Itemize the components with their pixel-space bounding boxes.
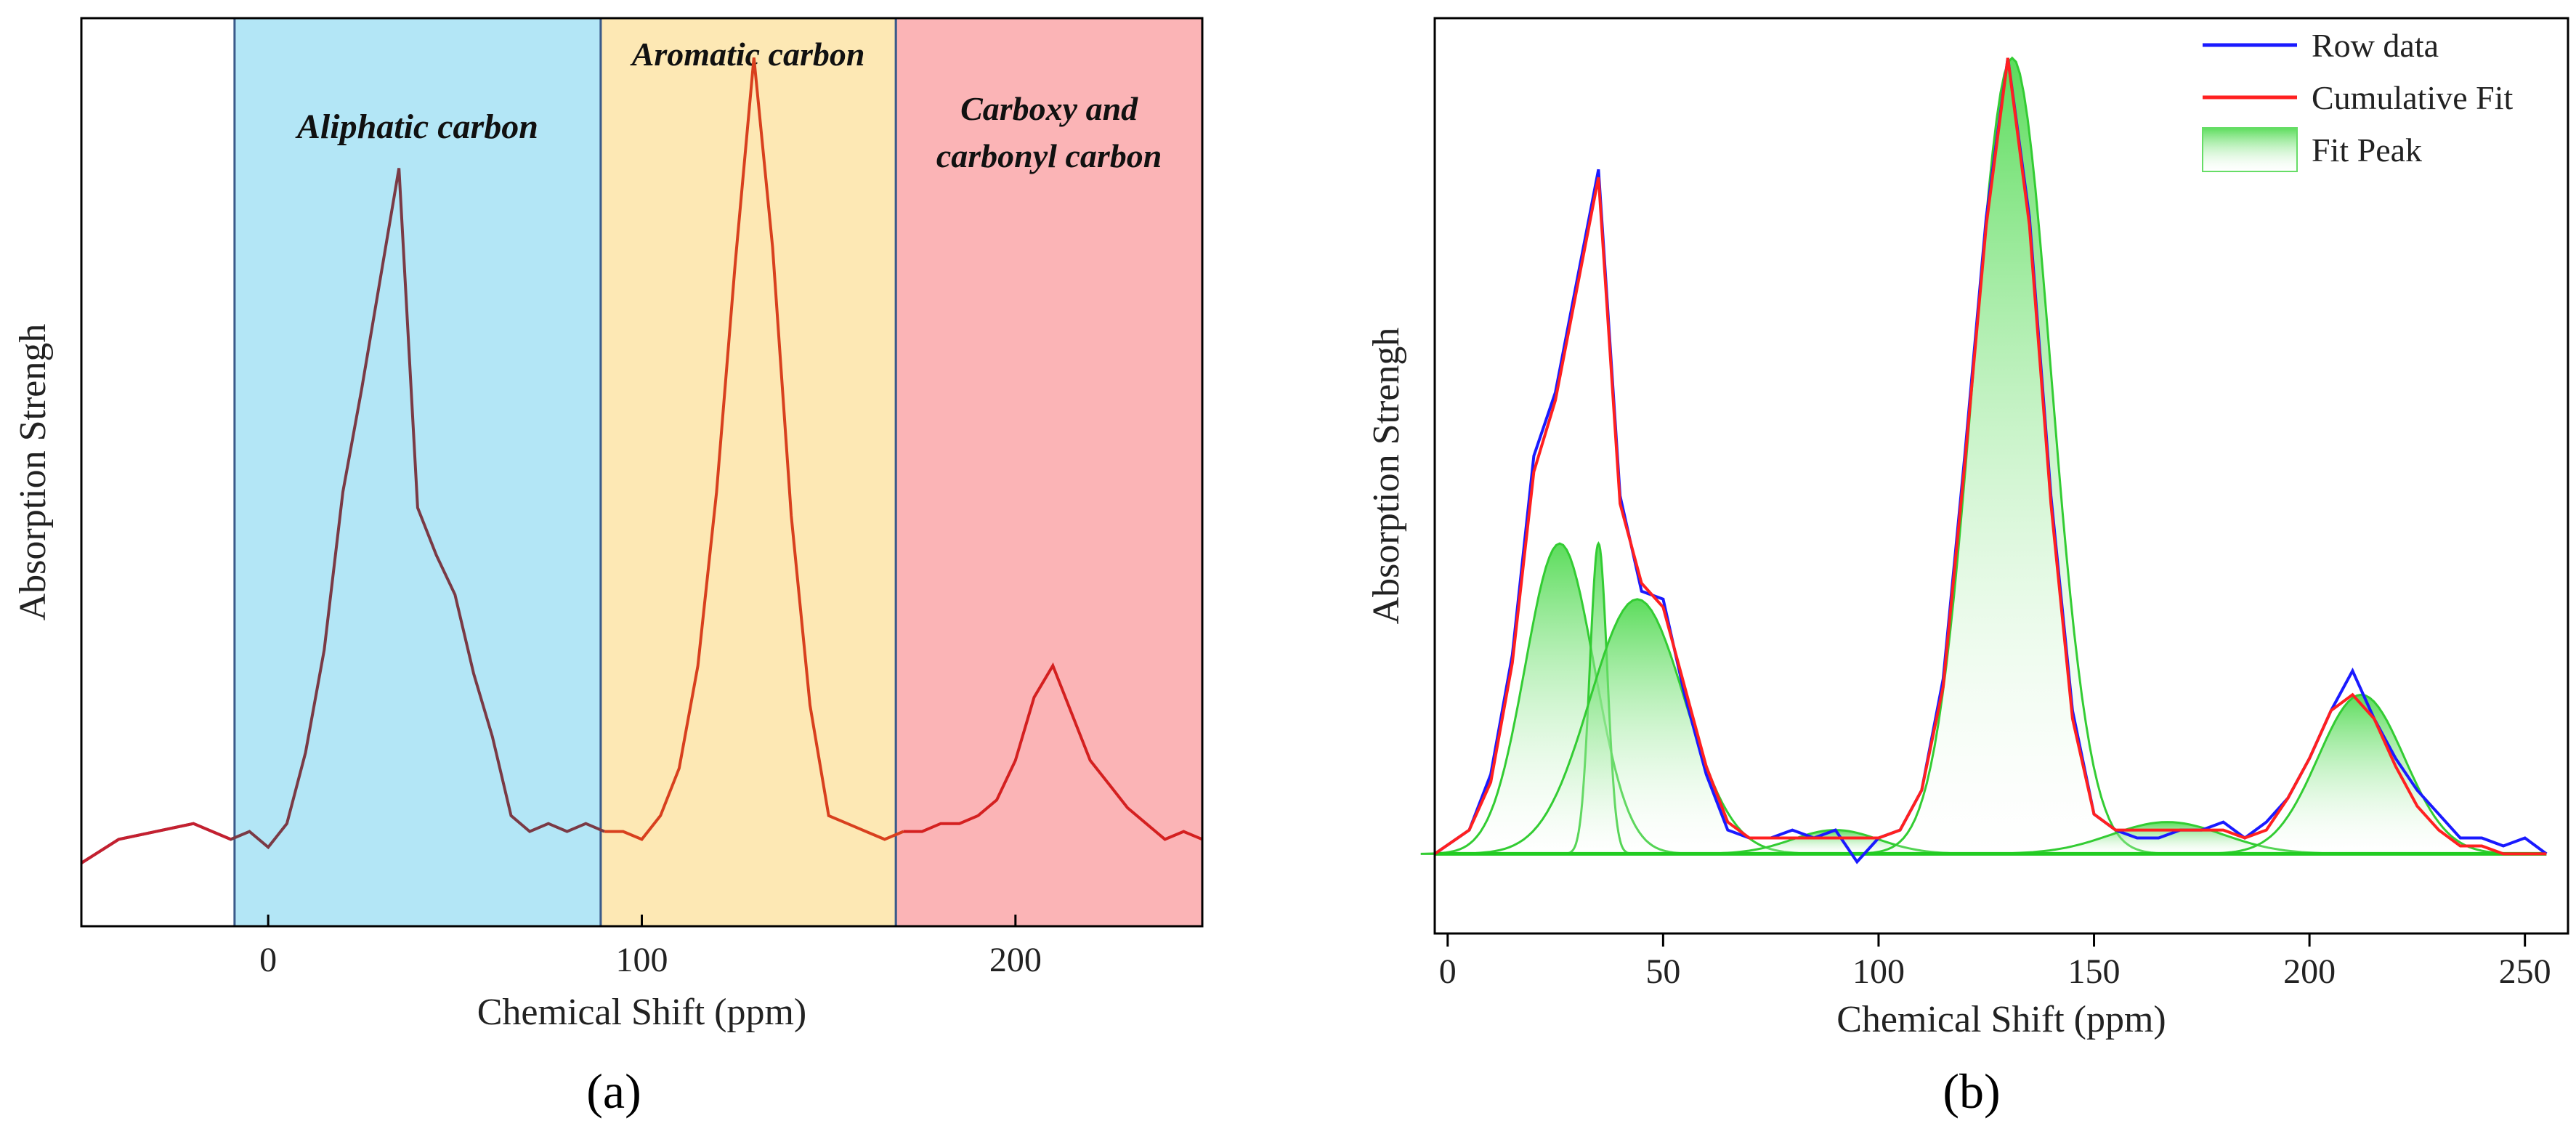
- legend-label-1: Row data: [2312, 27, 2439, 64]
- x-axis-label-a: Chemical Shift (ppm): [477, 992, 806, 1033]
- region-3-label: carbonyl carbon: [936, 137, 1162, 174]
- spectrum-line-aromatic: [604, 57, 904, 841]
- fit-peak-5: [1855, 56, 2165, 855]
- region-1-label: Aliphatic carbon: [295, 108, 538, 146]
- plot-frame-b: [1433, 17, 2569, 935]
- legend-label-2: Cumulative Fit: [2312, 79, 2514, 116]
- region-1-background: [233, 17, 602, 928]
- x-tick-label-b: 50: [1645, 952, 1680, 991]
- region-2-background: [599, 17, 897, 928]
- x-axis-label-b: Chemical Shift (ppm): [1836, 999, 2166, 1040]
- spectrum-series: [80, 57, 1203, 864]
- legend: Row data Cumulative Fit Fit Peak: [2202, 27, 2514, 172]
- chart-panel-b: 0 50 100 150 200 250 Row data Cumulative Fit Fi…: [1366, 17, 2569, 1119]
- fit-series: [1433, 57, 2548, 864]
- spectrum-line-carboxy: [903, 662, 1203, 841]
- x-tick-label-a: 200: [989, 941, 1042, 979]
- x-tick-label-b: 100: [1852, 952, 1905, 991]
- y-axis-label-b: Absorption Strengh: [1366, 328, 1407, 625]
- spectrum-line-baseline: [80, 822, 232, 864]
- panel-label-b: (b): [1943, 1064, 2000, 1119]
- legend-label-3: Fit Peak: [2312, 131, 2422, 169]
- x-tick-label-b: 200: [2283, 952, 2336, 991]
- fit-peaks: [1420, 56, 2547, 856]
- x-tick-label-b: 250: [2499, 952, 2551, 991]
- panel-label-a: (a): [586, 1064, 641, 1119]
- cumulative-fit-line: [1433, 57, 2547, 856]
- legend-swatch-3: [2202, 127, 2298, 172]
- x-tick-labels-a: 0 100 200: [259, 915, 1042, 979]
- x-tick-label-a: 100: [616, 941, 668, 979]
- y-axis-label-a: Absorption Strengh: [12, 324, 54, 621]
- region-2-label: Aromatic carbon: [630, 36, 865, 73]
- region-3-label: Carboxy and: [960, 90, 1138, 127]
- x-tick-label-b: 150: [2068, 952, 2121, 991]
- x-tick-label-a: 0: [259, 941, 277, 979]
- x-tick-labels-b: 0 50 100 150 200 250: [1439, 933, 2551, 991]
- region-labels: Aliphatic carbon Aromatic carbon Carboxy a…: [295, 36, 1162, 174]
- x-tick-label-b: 0: [1439, 952, 1457, 991]
- chart-panel-a: Aliphatic carbon Aromatic carbon Carboxy a…: [12, 17, 1204, 1119]
- fit-peak-7: [2188, 693, 2534, 855]
